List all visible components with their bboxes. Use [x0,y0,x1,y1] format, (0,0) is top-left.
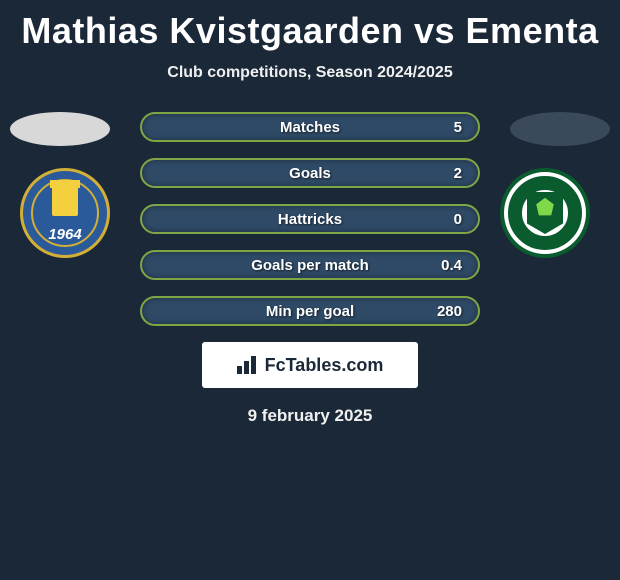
stat-label: Hattricks [142,206,478,232]
stat-value: 0 [454,206,462,232]
brand-logo: FcTables.com [202,342,418,388]
club-crest-left: 1964 [20,168,120,258]
stat-row-hattricks: Hattricks 0 [140,204,480,234]
page-title: Mathias Kvistgaarden vs Ementa [0,0,620,52]
stat-value: 5 [454,114,462,140]
crest-right-shield [500,168,590,258]
club-crest-right [500,168,600,258]
stat-value: 2 [454,160,462,186]
stat-value: 280 [437,298,462,324]
bar-chart-icon [237,356,259,374]
stat-label: Goals [142,160,478,186]
player-photo-left-placeholder [10,112,110,146]
stat-row-goals-per-match: Goals per match 0.4 [140,250,480,280]
stat-label: Goals per match [142,252,478,278]
content-area: 1964 Matches 5 Goals 2 Hattricks 0 Goals… [0,112,620,426]
stat-row-matches: Matches 5 [140,112,480,142]
brand-text: FcTables.com [265,355,384,376]
stat-label: Matches [142,114,478,140]
stats-bars: Matches 5 Goals 2 Hattricks 0 Goals per … [140,112,480,326]
page-subtitle: Club competitions, Season 2024/2025 [0,64,620,82]
stat-value: 0.4 [441,252,462,278]
footer-date: 9 february 2025 [0,406,620,426]
stat-row-goals: Goals 2 [140,158,480,188]
stat-row-min-per-goal: Min per goal 280 [140,296,480,326]
player-photo-right-placeholder [510,112,610,146]
crest-left-shield: 1964 [20,168,110,258]
crest-left-year: 1964 [23,226,107,243]
tower-icon [52,186,78,216]
stat-label: Min per goal [142,298,478,324]
